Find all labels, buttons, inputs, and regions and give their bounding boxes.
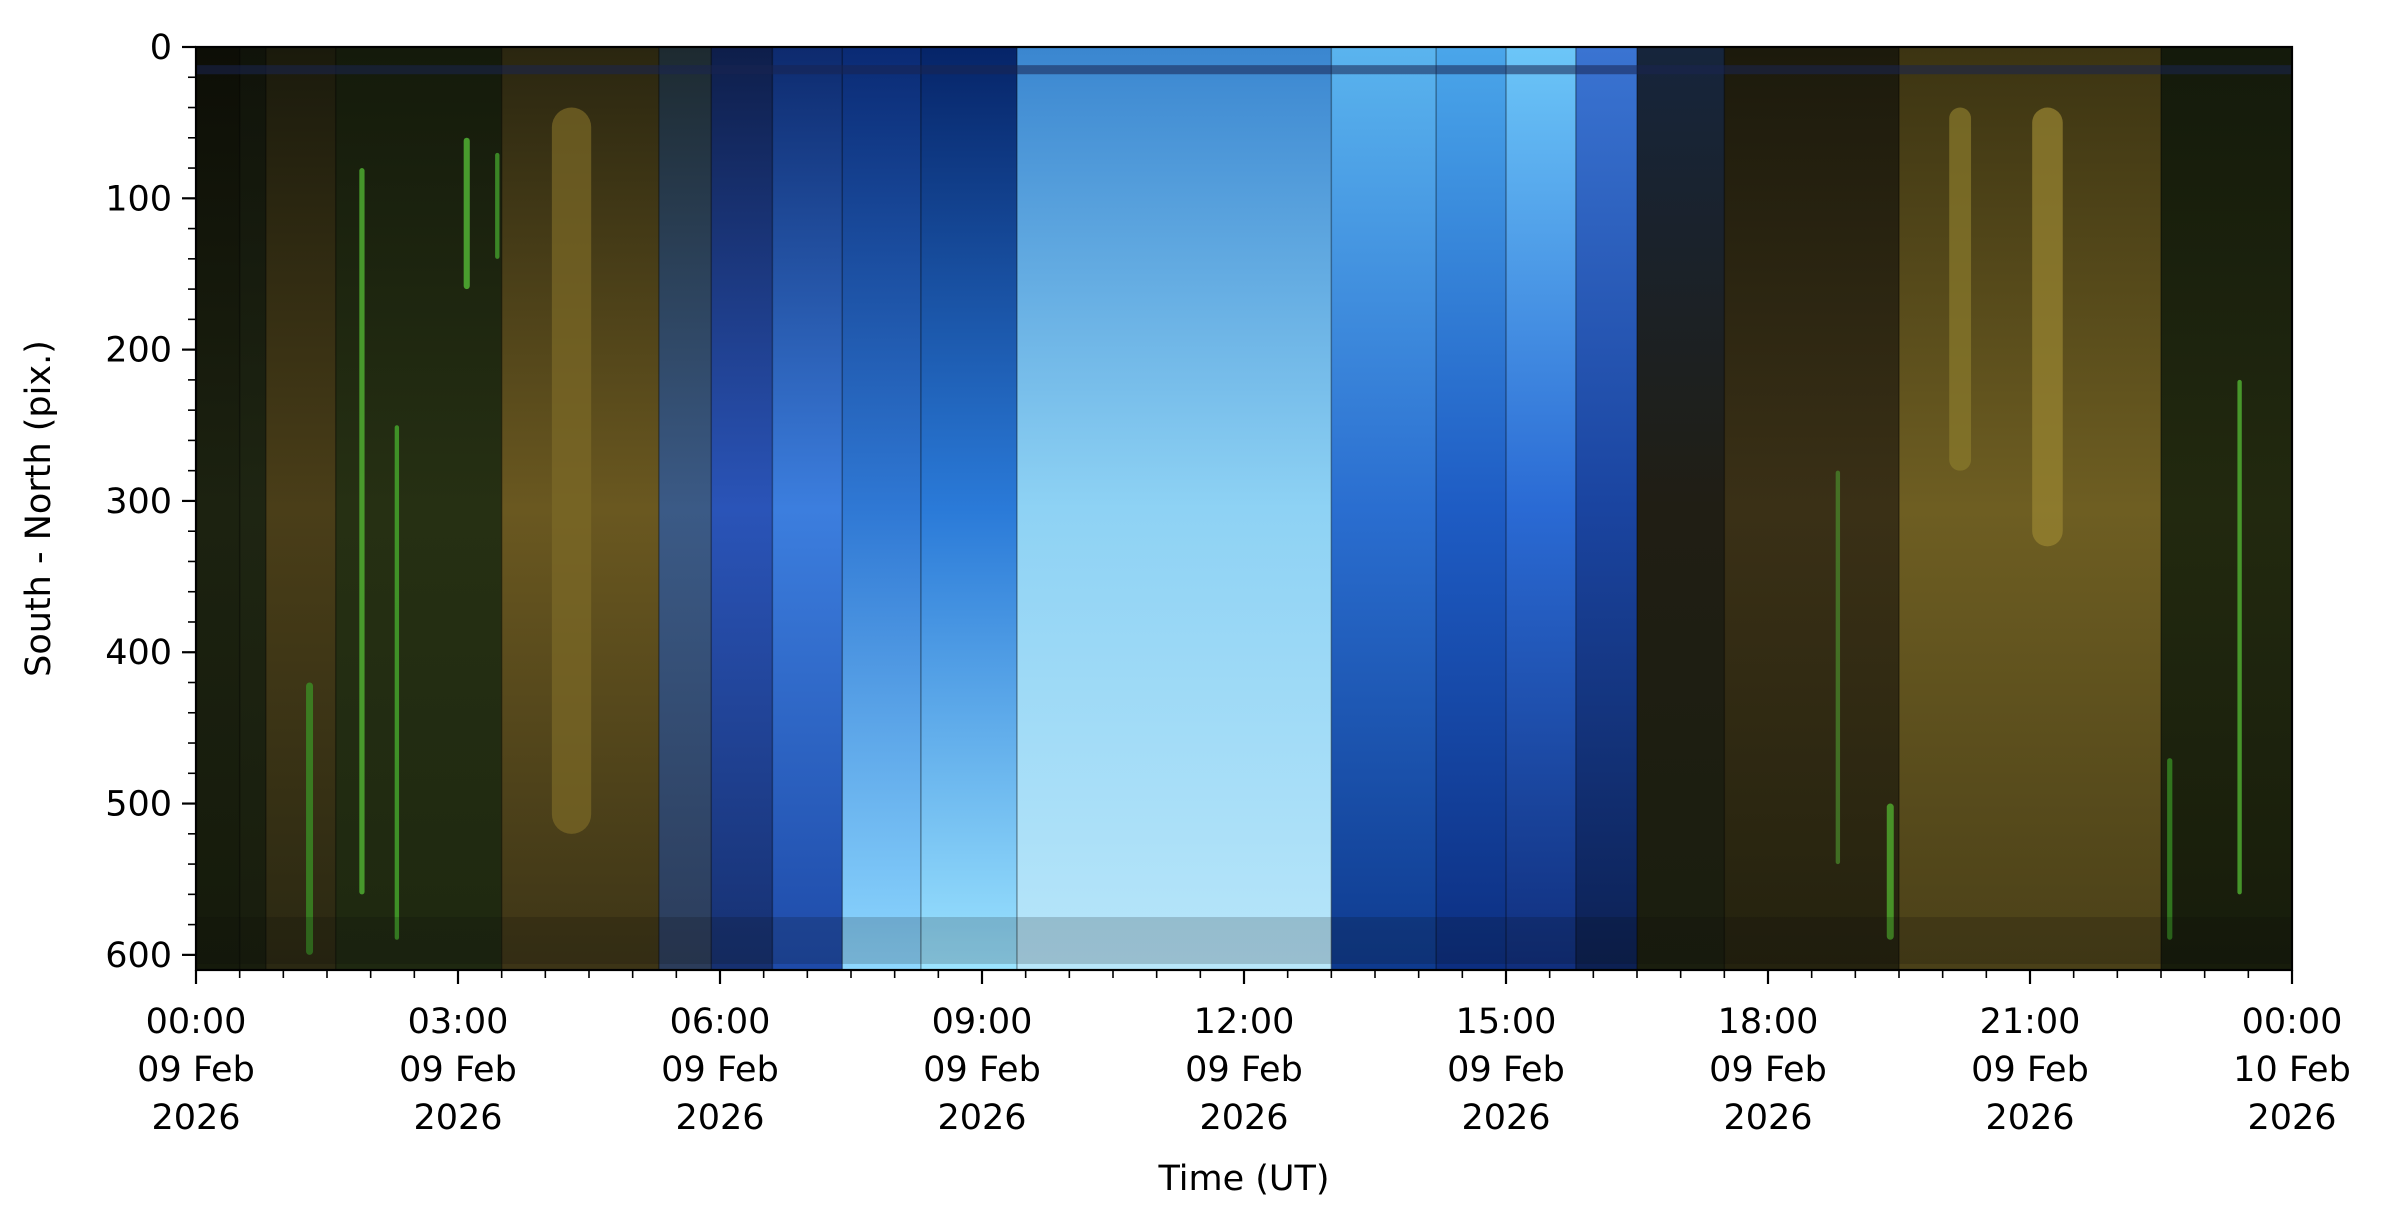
plot-area: [196, 47, 2292, 970]
y-tick-label: 100: [105, 179, 172, 219]
keogram-segment: [1575, 47, 1638, 970]
keogram-segment: [711, 47, 773, 970]
aurora-streak: [551, 107, 592, 834]
keogram-segment: [1506, 47, 1577, 970]
x-axis-label: Time (UT): [1157, 1159, 1329, 1199]
keogram-segment: [1436, 47, 1507, 970]
x-tick-label: 12:00 09 Feb 2026: [1185, 1002, 1303, 1138]
y-tick-label: 400: [105, 633, 172, 673]
aurora-streak: [394, 425, 400, 940]
keogram-segment: [1016, 47, 1332, 970]
keogram-segment: [1899, 47, 2162, 970]
y-tick-label: 500: [105, 785, 172, 825]
keogram-segment: [772, 47, 843, 970]
keogram-segment: [2161, 47, 2292, 970]
y-tick-label: 300: [105, 482, 172, 522]
x-tick-label: 21:00 09 Feb 2026: [1971, 1002, 2089, 1138]
keogram-segment: [1331, 47, 1437, 970]
keogram-segment: [842, 47, 922, 970]
aurora-streak: [495, 152, 500, 259]
horizontal-band: [196, 65, 2292, 75]
horizontal-band: [196, 917, 2292, 964]
x-tick-label: 00:00 10 Feb 2026: [2233, 1002, 2351, 1138]
keogram-segment: [265, 47, 337, 970]
y-axis: 0 100 200 300 400 500 600: [105, 28, 196, 976]
keogram-segment: [239, 47, 267, 970]
aurora-streak: [2167, 758, 2173, 940]
image-overlays: [196, 65, 2292, 964]
y-tick-label: 0: [150, 28, 172, 68]
keogram-segment: [1724, 47, 1900, 970]
x-axis: 00:00 09 Feb 2026 03:00 09 Feb 2026 06:00 09 Fe…: [137, 970, 2351, 1138]
aurora-streak: [306, 682, 314, 955]
x-tick-label: 06:00 09 Feb 2026: [661, 1002, 779, 1138]
aurora-streak: [463, 137, 470, 290]
aurora-streak: [2032, 107, 2063, 547]
aurora-streak: [2237, 379, 2242, 895]
keogram-segment: [1637, 47, 1725, 970]
y-tick-label: 200: [105, 331, 172, 371]
x-tick-label: 03:00 09 Feb 2026: [399, 1002, 517, 1138]
y-tick-label: 600: [105, 936, 172, 976]
x-tick-label: 09:00 09 Feb 2026: [923, 1002, 1041, 1138]
x-tick-label: 00:00 09 Feb 2026: [137, 1002, 255, 1138]
keogram-segment: [196, 47, 241, 970]
keogram-segment: [920, 47, 1018, 970]
x-tick-label: 15:00 09 Feb 2026: [1447, 1002, 1565, 1138]
aurora-streak: [1886, 803, 1894, 940]
keogram-segment: [658, 47, 712, 970]
x-tick-label: 18:00 09 Feb 2026: [1709, 1002, 1827, 1138]
aurora-streak: [359, 168, 365, 895]
y-axis-label: South - North (pix.): [19, 340, 59, 677]
aurora-streak: [1949, 107, 1972, 471]
aurora-streak: [1835, 470, 1841, 865]
